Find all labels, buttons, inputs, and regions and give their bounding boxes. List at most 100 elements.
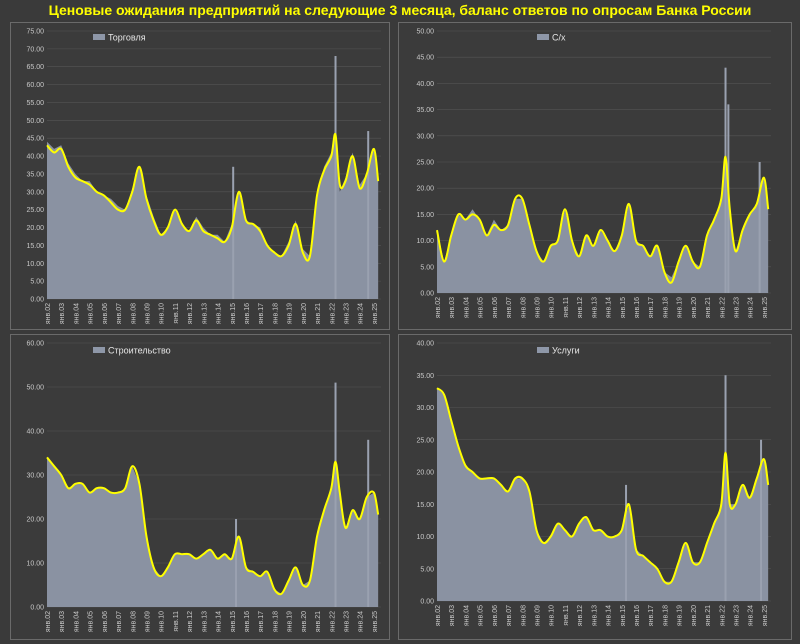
x-tick-label: янв.03 [59, 303, 66, 324]
y-tick-label: 10.00 [26, 261, 44, 268]
x-tick-label: янв.07 [116, 303, 123, 324]
y-tick-label: 30.00 [416, 133, 434, 140]
x-tick-label: янв.20 [301, 611, 308, 632]
legend-swatch [93, 34, 105, 40]
x-tick-label: янв.16 [634, 297, 641, 318]
x-tick-label: янв.18 [662, 605, 669, 626]
x-tick-label: янв.09 [534, 605, 541, 626]
spike-bar [334, 382, 337, 607]
x-tick-label: янв.25 [762, 297, 769, 318]
y-tick-label: 25.00 [26, 207, 44, 214]
y-tick-label: 55.00 [26, 100, 44, 107]
area-series [437, 156, 769, 293]
spike-bar [334, 56, 337, 299]
legend-label: Торговля [108, 33, 146, 43]
x-tick-label: янв.10 [549, 605, 556, 626]
x-tick-label: янв.20 [691, 297, 698, 318]
area-series [437, 388, 769, 601]
x-tick-label: янв.14 [216, 303, 223, 324]
x-tick-label: янв.02 [45, 303, 52, 324]
spike-bar [367, 439, 370, 607]
x-tick-label: янв.02 [435, 605, 442, 626]
x-tick-label: янв.13 [201, 303, 208, 324]
page-title: Ценовые ожидания предприятий на следующи… [48, 2, 752, 18]
y-tick-label: 30.00 [416, 405, 434, 412]
x-tick-label: янв.11 [563, 297, 570, 318]
x-tick-label: янв.15 [230, 303, 237, 324]
spike-bar [760, 439, 763, 601]
y-tick-label: 25.00 [416, 160, 434, 167]
x-tick-label: янв.19 [677, 297, 684, 318]
x-tick-label: янв.07 [116, 611, 123, 632]
legend-label: С/х [552, 33, 566, 43]
x-tick-label: янв.16 [244, 303, 251, 324]
x-tick-label: янв.20 [301, 303, 308, 324]
x-tick-label: янв.04 [463, 605, 470, 626]
x-tick-label: янв.17 [258, 303, 265, 324]
x-tick-label: янв.21 [705, 297, 712, 318]
spike-bar [724, 375, 727, 601]
x-tick-label: янв.25 [372, 303, 379, 324]
y-tick-label: 20.00 [416, 470, 434, 477]
x-tick-label: янв.12 [187, 611, 194, 632]
y-tick-label: 30.00 [26, 473, 44, 480]
x-tick-label: янв.05 [88, 611, 95, 632]
x-tick-label: янв.22 [329, 611, 336, 632]
x-tick-label: янв.10 [549, 297, 556, 318]
x-tick-label: янв.15 [230, 611, 237, 632]
x-tick-label: янв.06 [492, 605, 499, 626]
chart-agriculture: 0.00 5.00 10.00 15.00 20.00 25.00 30.00 35.00 40… [416, 29, 771, 318]
x-tick-label: янв.21 [705, 605, 712, 626]
x-tick-label: янв.13 [201, 611, 208, 632]
x-tick-label: янв.05 [478, 605, 485, 626]
y-tick-label: 25.00 [416, 437, 434, 444]
spike-bar [625, 484, 628, 601]
x-tick-label: янв.17 [648, 297, 655, 318]
y-tick-label: 20.00 [26, 517, 44, 524]
x-tick-label: янв.08 [130, 303, 137, 324]
x-tick-label: янв.02 [45, 611, 52, 632]
chart-panel-construction: 0.00 10.00 20.00 30.00 40.00 50.00 60.00 янв.02… [10, 334, 390, 640]
x-tick-label: янв.08 [520, 605, 527, 626]
y-tick-label: 10.00 [416, 534, 434, 541]
trend-line [436, 387, 770, 585]
x-tick-label: янв.13 [591, 605, 598, 626]
x-tick-label: янв.16 [244, 611, 251, 632]
chart-panel-trade: 0.00 5.00 10.00 15.00 20.00 25.00 30.00 35.00 40… [10, 22, 390, 330]
y-tick-label: 65.00 [26, 64, 44, 71]
legend-swatch [537, 347, 549, 353]
x-tick-label: янв.04 [73, 611, 80, 632]
y-tick-label: 10.00 [416, 238, 434, 245]
x-tick-label: янв.23 [343, 611, 350, 632]
x-tick-label: янв.22 [719, 297, 726, 318]
y-tick-label: 20.00 [416, 186, 434, 193]
x-tick-label: янв.14 [606, 605, 613, 626]
y-tick-label: 35.00 [416, 373, 434, 380]
x-tick-label: янв.12 [577, 605, 584, 626]
x-tick-label: янв.14 [606, 297, 613, 318]
chart-panel-services: 0.00 5.00 10.00 15.00 20.00 25.00 30.00 35.00 40… [398, 334, 792, 640]
y-tick-label: 15.00 [416, 502, 434, 509]
y-tick-label: 40.00 [416, 341, 434, 348]
x-tick-label: янв.18 [272, 611, 279, 632]
y-tick-label: 0.00 [30, 605, 44, 612]
y-tick-label: 0.00 [420, 291, 434, 298]
y-tick-label: 5.00 [420, 264, 434, 271]
y-tick-label: 40.00 [416, 81, 434, 88]
x-tick-label: янв.14 [216, 611, 223, 632]
x-tick-label: янв.20 [691, 605, 698, 626]
y-tick-label: 45.00 [26, 136, 44, 143]
x-tick-label: янв.23 [343, 303, 350, 324]
y-tick-label: 0.00 [30, 297, 44, 304]
x-tick-label: янв.24 [748, 297, 755, 318]
x-tick-label: янв.04 [73, 303, 80, 324]
x-tick-label: янв.24 [358, 611, 365, 632]
x-tick-label: янв.19 [287, 303, 294, 324]
area-series [47, 134, 379, 299]
y-tick-label: 10.00 [26, 561, 44, 568]
x-tick-label: янв.21 [315, 611, 322, 632]
x-tick-label: янв.18 [662, 297, 669, 318]
x-tick-label: янв.11 [173, 611, 180, 632]
x-tick-label: янв.23 [733, 605, 740, 626]
y-tick-label: 40.00 [26, 154, 44, 161]
